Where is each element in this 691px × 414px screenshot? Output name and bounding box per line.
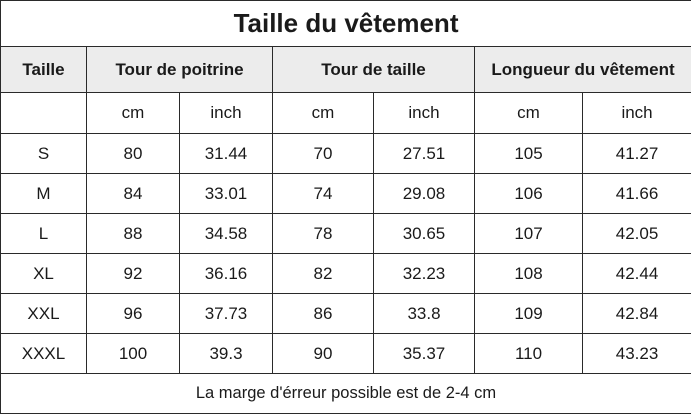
table-row: S 80 31.44 70 27.51 105 41.27 bbox=[1, 134, 691, 174]
cell-waist-cm: 74 bbox=[273, 174, 374, 214]
cell-waist-inch: 27.51 bbox=[374, 134, 475, 174]
cell-length-inch: 41.27 bbox=[583, 134, 691, 174]
unit-chest-inch: inch bbox=[180, 93, 273, 134]
cell-waist-cm: 86 bbox=[273, 294, 374, 334]
cell-chest-cm: 84 bbox=[87, 174, 180, 214]
cell-length-inch: 42.84 bbox=[583, 294, 691, 334]
cell-waist-inch: 30.65 bbox=[374, 214, 475, 254]
table-row: XXL 96 37.73 86 33.8 109 42.84 bbox=[1, 294, 691, 334]
cell-chest-cm: 100 bbox=[87, 334, 180, 374]
cell-chest-inch: 36.16 bbox=[180, 254, 273, 294]
table-row: L 88 34.58 78 30.65 107 42.05 bbox=[1, 214, 691, 254]
cell-size: S bbox=[1, 134, 87, 174]
cell-chest-cm: 96 bbox=[87, 294, 180, 334]
header-size: Taille bbox=[1, 47, 87, 93]
unit-length-cm: cm bbox=[475, 93, 583, 134]
cell-length-inch: 43.23 bbox=[583, 334, 691, 374]
cell-length-cm: 106 bbox=[475, 174, 583, 214]
cell-chest-inch: 39.3 bbox=[180, 334, 273, 374]
cell-length-cm: 109 bbox=[475, 294, 583, 334]
cell-length-cm: 108 bbox=[475, 254, 583, 294]
cell-length-cm: 105 bbox=[475, 134, 583, 174]
header-chest: Tour de poitrine bbox=[87, 47, 273, 93]
unit-waist-inch: inch bbox=[374, 93, 475, 134]
header-waist: Tour de taille bbox=[273, 47, 475, 93]
cell-waist-cm: 82 bbox=[273, 254, 374, 294]
cell-length-cm: 107 bbox=[475, 214, 583, 254]
cell-chest-inch: 34.58 bbox=[180, 214, 273, 254]
cell-chest-inch: 37.73 bbox=[180, 294, 273, 334]
cell-waist-inch: 29.08 bbox=[374, 174, 475, 214]
unit-length-inch: inch bbox=[583, 93, 691, 134]
cell-length-inch: 41.66 bbox=[583, 174, 691, 214]
cell-length-inch: 42.44 bbox=[583, 254, 691, 294]
cell-waist-cm: 90 bbox=[273, 334, 374, 374]
cell-size: XL bbox=[1, 254, 87, 294]
chart-title: Taille du vêtement bbox=[1, 1, 691, 47]
cell-chest-inch: 31.44 bbox=[180, 134, 273, 174]
table-row: XL 92 36.16 82 32.23 108 42.44 bbox=[1, 254, 691, 294]
unit-chest-cm: cm bbox=[87, 93, 180, 134]
cell-size: M bbox=[1, 174, 87, 214]
cell-size: L bbox=[1, 214, 87, 254]
cell-waist-cm: 70 bbox=[273, 134, 374, 174]
cell-waist-cm: 78 bbox=[273, 214, 374, 254]
cell-length-cm: 110 bbox=[475, 334, 583, 374]
unit-empty-cell bbox=[1, 93, 87, 134]
table-row: XXXL 100 39.3 90 35.37 110 43.23 bbox=[1, 334, 691, 374]
table-row: M 84 33.01 74 29.08 106 41.66 bbox=[1, 174, 691, 214]
cell-chest-cm: 80 bbox=[87, 134, 180, 174]
tolerance-note: La marge d'érreur possible est de 2-4 cm bbox=[1, 374, 691, 414]
unit-waist-cm: cm bbox=[273, 93, 374, 134]
cell-waist-inch: 32.23 bbox=[374, 254, 475, 294]
header-length: Longueur du vêtement bbox=[475, 47, 691, 93]
cell-chest-cm: 88 bbox=[87, 214, 180, 254]
cell-length-inch: 42.05 bbox=[583, 214, 691, 254]
cell-size: XXXL bbox=[1, 334, 87, 374]
cell-size: XXL bbox=[1, 294, 87, 334]
cell-chest-cm: 92 bbox=[87, 254, 180, 294]
cell-chest-inch: 33.01 bbox=[180, 174, 273, 214]
cell-waist-inch: 35.37 bbox=[374, 334, 475, 374]
cell-waist-inch: 33.8 bbox=[374, 294, 475, 334]
